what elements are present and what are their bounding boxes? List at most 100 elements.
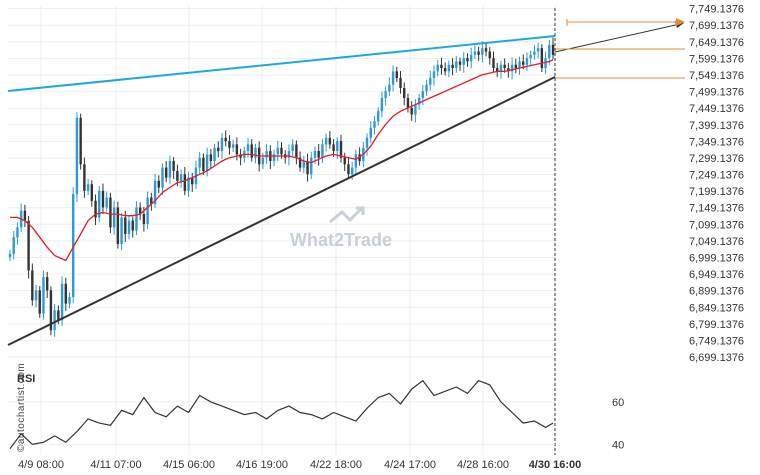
- price-tick-label: 7,649.1376: [689, 37, 744, 49]
- candle: [510, 57, 514, 80]
- candle: [551, 37, 555, 60]
- time-axis: 4/9 08:00 4/11 07:00 4/15 06:00 4/16 19:00 4…: [18, 459, 581, 471]
- forecast-arrow: [554, 23, 681, 53]
- candle: [172, 157, 175, 179]
- candle: [414, 99, 417, 123]
- candle: [458, 57, 462, 72]
- candle: [198, 152, 201, 175]
- time-tick-label: 4/16 19:00: [236, 459, 288, 471]
- candle: [440, 57, 443, 75]
- watermark: What2Trade: [290, 230, 392, 250]
- candle: [146, 191, 149, 230]
- candle: [101, 183, 105, 215]
- candle: [365, 133, 369, 156]
- candle: [477, 46, 480, 61]
- price-tick-label: 7,099.1376: [689, 219, 744, 231]
- candle: [373, 115, 376, 135]
- candle: [391, 65, 395, 92]
- candle: [469, 47, 473, 69]
- candle: [98, 185, 101, 223]
- price-tick-label: 6,899.1376: [689, 286, 744, 298]
- time-tick-label: 4/15 06:00: [163, 459, 215, 471]
- candle: [187, 171, 190, 197]
- candle: [339, 134, 343, 163]
- time-tick-label: 4/30 16:00: [529, 459, 582, 471]
- time-tick-label: 4/9 08:00: [18, 459, 64, 471]
- candle: [109, 192, 112, 233]
- candle: [90, 180, 94, 207]
- candle: [484, 42, 488, 57]
- candle: [12, 230, 15, 260]
- candle: [395, 66, 398, 83]
- candle: [254, 143, 257, 164]
- candle: [369, 121, 372, 144]
- candle: [228, 135, 231, 155]
- candle: [8, 249, 12, 262]
- time-tick-label: 4/28 16:00: [457, 459, 509, 471]
- candle: [533, 44, 536, 60]
- candle: [38, 286, 41, 318]
- price-tick-label: 7,249.1376: [689, 170, 744, 182]
- candle: [347, 157, 350, 179]
- price-axis: 7,749.1376 7,699.1376 7,649.1376 7,599.1376…: [689, 4, 744, 364]
- price-tick-label: 7,049.1376: [689, 236, 744, 248]
- candle: [518, 56, 521, 76]
- candle: [343, 152, 346, 171]
- moving-average-line: [10, 59, 554, 262]
- candle: [42, 270, 45, 320]
- candle: [220, 132, 224, 159]
- candle: [525, 52, 529, 71]
- price-tick-label: 6,749.1376: [689, 335, 744, 347]
- candle: [112, 200, 116, 235]
- candle: [536, 42, 540, 59]
- candle: [157, 175, 160, 194]
- candle: [269, 145, 272, 169]
- candle: [354, 149, 358, 175]
- candle: [205, 147, 209, 177]
- candle: [451, 58, 454, 76]
- candle: [27, 216, 30, 279]
- candle: [23, 204, 27, 228]
- candle: [168, 155, 172, 184]
- candle: [425, 79, 428, 96]
- candle: [432, 65, 436, 86]
- candle: [384, 86, 387, 106]
- candle: [298, 151, 302, 172]
- rsi-tick-label: 60: [612, 397, 624, 409]
- candle: [116, 201, 120, 249]
- target-arrow-head: [676, 18, 685, 26]
- candle: [72, 187, 75, 304]
- rsi-label: RSI: [17, 373, 35, 385]
- candle: [127, 215, 131, 240]
- candle: [488, 47, 491, 65]
- candle: [45, 271, 49, 299]
- candle: [481, 41, 484, 63]
- candle: [436, 60, 439, 77]
- candle: [231, 139, 235, 153]
- candle: [443, 62, 447, 76]
- price-tick-label: 6,849.1376: [689, 302, 744, 314]
- candle: [179, 169, 183, 188]
- candle: [410, 101, 413, 121]
- upper-trendline: [7, 35, 556, 92]
- candle: [388, 77, 391, 97]
- rsi-grid: [8, 401, 555, 445]
- candle: [86, 178, 90, 196]
- candle: [105, 191, 108, 212]
- candle: [64, 277, 67, 311]
- candle: [131, 216, 134, 238]
- candle: [165, 160, 168, 183]
- candle: [284, 150, 287, 164]
- price-tick-label: 7,299.1376: [689, 153, 744, 165]
- candle: [317, 144, 320, 166]
- candle: [328, 131, 332, 149]
- candle: [306, 153, 309, 182]
- lower-trendline: [7, 76, 556, 346]
- candle: [94, 194, 97, 226]
- candle: [153, 173, 157, 209]
- price-tick-label: 6,699.1376: [689, 352, 744, 364]
- price-tick-label: 7,549.1376: [689, 70, 744, 82]
- candle: [68, 292, 71, 309]
- price-tick-label: 7,449.1376: [689, 103, 744, 115]
